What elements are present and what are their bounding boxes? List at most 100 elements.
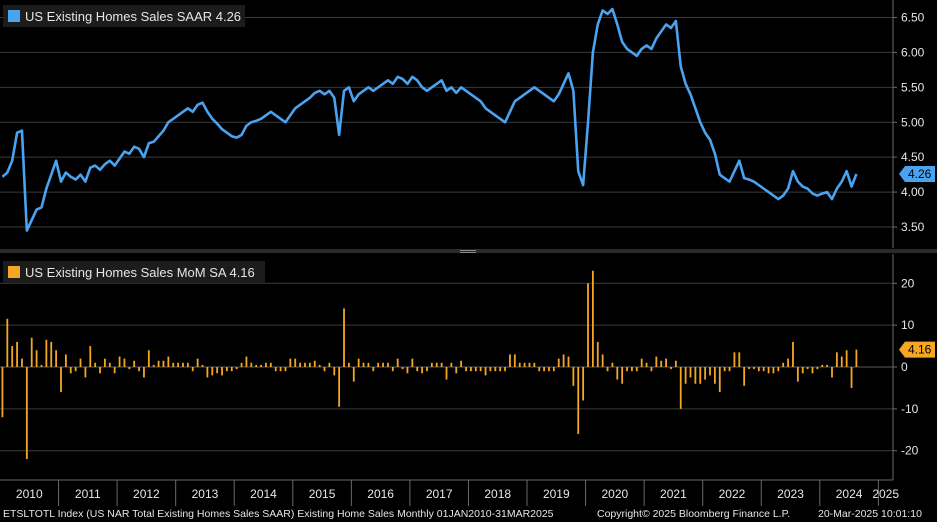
x-tick-label: 2010: [16, 487, 43, 501]
mom-bar: [748, 367, 750, 370]
x-tick-label: 2017: [426, 487, 453, 501]
existing-home-sales-line: [1, 7, 858, 232]
mom-bar: [640, 358, 643, 367]
mom-bar: [552, 367, 555, 372]
mom-bar: [557, 358, 560, 367]
mom-bar: [450, 362, 453, 367]
mom-bar: [235, 367, 238, 370]
mom-bar: [650, 367, 653, 372]
mom-bar: [396, 358, 399, 367]
x-axis: 2010 2011 2012 2013 2014 2015 2016 2017 2018 2019…: [0, 479, 899, 506]
mom-bar: [845, 350, 848, 367]
mom-bar: [543, 367, 545, 372]
mom-bar: [504, 367, 506, 372]
mom-bar: [318, 364, 321, 367]
mom-bar: [64, 354, 67, 367]
mom-bar: [767, 367, 770, 374]
mom-bar: [40, 364, 43, 367]
mom-bar: [294, 358, 297, 367]
mom-bar: [352, 367, 355, 382]
mom-bar: [367, 362, 370, 367]
bottom-legend: US Existing Homes Sales MoM SA 4.16: [3, 261, 265, 283]
top-legend: US Existing Homes Sales SAAR 4.26: [3, 5, 245, 27]
mom-bar: [99, 367, 101, 374]
mom-bar: [826, 364, 829, 367]
mom-bar: [45, 339, 48, 367]
mom-bar: [387, 362, 389, 367]
mom-bar: [308, 362, 311, 367]
x-tick-label: 2018: [484, 487, 511, 501]
mom-bar: [284, 367, 287, 372]
mom-bar: [562, 354, 565, 367]
x-tick-label: 2025: [872, 487, 899, 501]
mom-bar: [230, 367, 233, 372]
mom-bar: [191, 367, 194, 372]
x-tick-label: 2024: [836, 487, 863, 501]
top-y-tick-label: 5.50: [901, 80, 925, 94]
mom-bar: [626, 367, 628, 372]
mom-bar: [255, 364, 258, 367]
bottom-y-tick-label: -10: [901, 402, 919, 416]
mom-bar: [128, 367, 131, 370]
mom-bar: [782, 362, 785, 367]
bottom-legend-swatch: [8, 266, 20, 278]
mom-bar: [787, 358, 789, 367]
mom-bar: [445, 367, 448, 380]
mom-bar: [728, 367, 731, 372]
mom-bar: [94, 362, 97, 367]
mom-bar: [11, 346, 14, 367]
mom-bar: [455, 367, 458, 374]
mom-bar: [299, 362, 302, 367]
mom-bar: [591, 270, 594, 367]
bottom-panel: -20 -10 0 10 20 US Existing Homes Sales MoM …: [0, 254, 935, 480]
mom-bar: [601, 354, 604, 367]
mom-bar: [377, 362, 380, 367]
mom-bar: [333, 367, 336, 376]
mom-bar: [616, 367, 619, 380]
mom-bar: [460, 360, 463, 367]
mom-bar: [372, 367, 375, 372]
bottom-legend-label: US Existing Homes Sales MoM SA 4.16: [25, 265, 255, 280]
mom-bar: [709, 367, 711, 376]
mom-bar: [674, 360, 677, 367]
mom-bar: [133, 360, 136, 367]
top-y-tick-label: 6.50: [901, 10, 925, 24]
mom-bar: [582, 367, 585, 401]
mom-bar: [69, 367, 72, 374]
panel-divider[interactable]: [0, 249, 937, 253]
mom-bar: [499, 367, 502, 372]
mom-bar: [855, 349, 858, 367]
mom-bar: [289, 358, 292, 367]
mom-bar: [162, 360, 165, 367]
top-y-tick-label: 4.00: [901, 185, 925, 199]
mom-bar: [406, 367, 409, 374]
mom-bars: [1, 270, 858, 460]
mom-bar: [792, 341, 794, 367]
x-tick-label: 2019: [543, 487, 570, 501]
mom-bar: [631, 367, 633, 372]
mom-bar: [265, 362, 267, 367]
mom-bar: [240, 362, 243, 367]
top-y-tick-label: 5.00: [901, 115, 925, 129]
mom-bar: [221, 367, 223, 376]
mom-bar: [704, 367, 707, 380]
mom-bar: [645, 362, 648, 367]
mom-bar: [811, 367, 814, 374]
x-tick-labels: 2010 2011 2012 2013 2014 2015 2016 2017 2018 2019…: [16, 480, 899, 506]
top-badge-shape: [899, 165, 935, 182]
mom-bar: [470, 367, 472, 372]
x-tick-label: 2015: [309, 487, 336, 501]
mom-bar: [816, 367, 819, 370]
mom-bar: [831, 367, 833, 378]
x-tick-label: 2012: [133, 487, 160, 501]
mom-bar: [670, 367, 672, 370]
mom-bar: [362, 362, 365, 367]
mom-bar: [655, 356, 658, 367]
mom-bar: [733, 352, 736, 367]
mom-bar: [772, 367, 775, 374]
mom-bar: [713, 367, 716, 384]
mom-bar: [777, 367, 780, 372]
mom-bar: [201, 364, 204, 367]
top-y-tick-labels: 3.50 4.00 4.50 5.00 5.50 6.00 6.50: [901, 10, 925, 234]
footer: ETSLTOTL Index (US NAR Total Existing Ho…: [0, 506, 937, 522]
